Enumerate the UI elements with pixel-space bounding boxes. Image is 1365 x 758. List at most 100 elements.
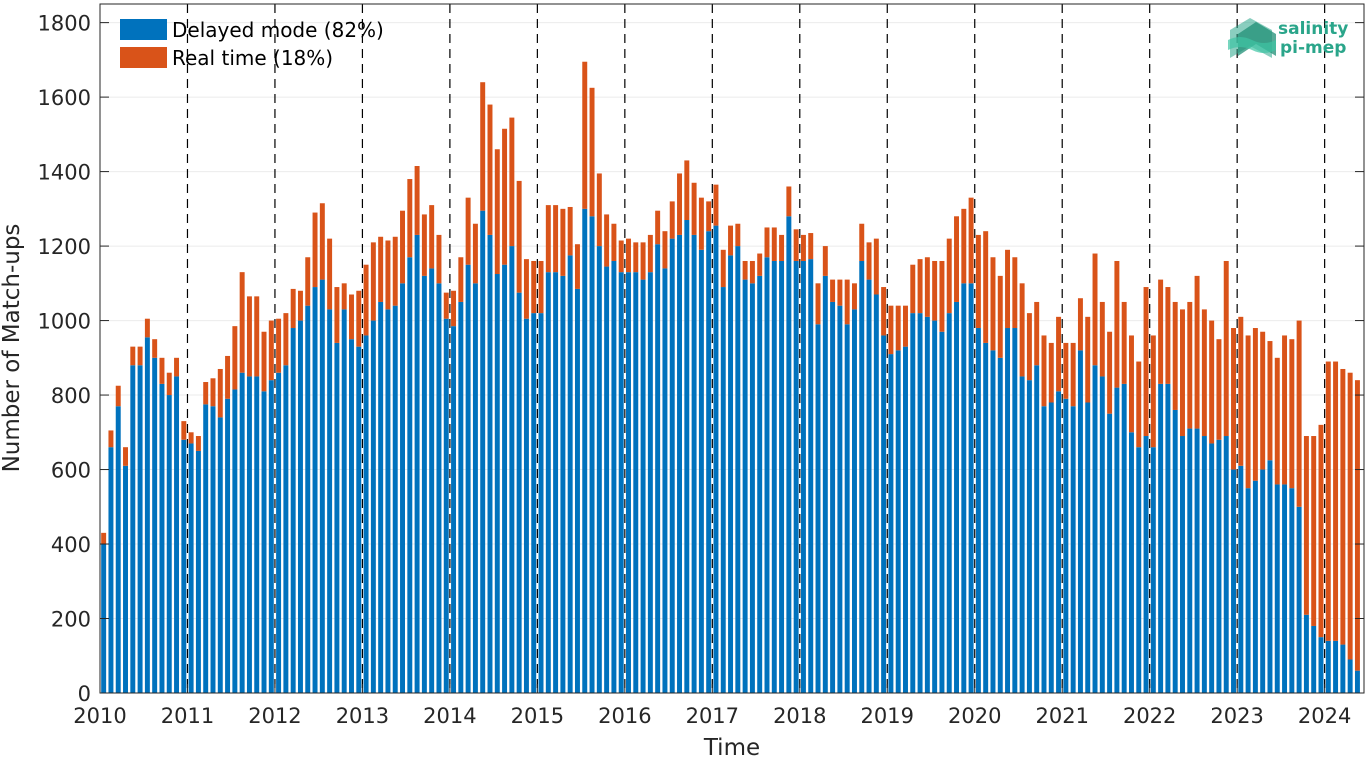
bar-real-time: [305, 257, 311, 306]
bar-real-time: [1296, 320, 1302, 507]
bar-delayed-mode: [888, 354, 894, 693]
bar-delayed-mode: [1347, 659, 1353, 693]
bar-delayed-mode: [990, 350, 996, 693]
bar-delayed-mode: [421, 275, 427, 693]
bar-delayed-mode: [859, 260, 865, 693]
x-tick-label: 2010: [73, 704, 126, 728]
bar-delayed-mode: [604, 266, 610, 693]
bar-delayed-mode: [735, 246, 741, 693]
bar-real-time: [742, 260, 748, 280]
bar-real-time: [115, 385, 121, 407]
bar-real-time: [633, 242, 639, 273]
bar-real-time: [545, 205, 551, 273]
bar-delayed-mode: [429, 268, 435, 693]
bar-real-time: [1107, 331, 1113, 414]
logo-text-salinity: salinity: [1278, 19, 1348, 39]
bar-real-time: [618, 240, 624, 273]
bar-delayed-mode: [487, 234, 493, 693]
bar-delayed-mode: [349, 339, 354, 693]
bar-real-time: [487, 104, 493, 235]
x-tick-label: 2017: [686, 704, 739, 728]
bar-delayed-mode: [903, 346, 908, 693]
bar-delayed-mode: [188, 443, 194, 693]
bar-real-time: [691, 182, 697, 235]
bar-delayed-mode: [611, 260, 617, 693]
bar-real-time: [1303, 436, 1309, 615]
bar-real-time: [509, 117, 515, 247]
bar-delayed-mode: [246, 376, 252, 693]
bar-real-time: [1216, 339, 1222, 440]
bar-delayed-mode: [268, 380, 274, 693]
bar-real-time: [1209, 320, 1215, 444]
bar-real-time: [815, 283, 821, 325]
bar-real-time: [735, 223, 741, 247]
y-tick-label: 800: [51, 384, 91, 408]
bar-real-time: [1165, 287, 1171, 384]
x-tick-label: 2020: [948, 704, 1001, 728]
bar-delayed-mode: [961, 283, 967, 693]
bar-real-time: [851, 283, 857, 310]
y-tick-label: 1200: [38, 235, 91, 259]
x-tick-label: 2019: [861, 704, 914, 728]
bar-real-time: [385, 240, 391, 310]
bar-real-time: [1260, 331, 1266, 470]
bar-real-time: [749, 260, 755, 284]
bar-delayed-mode: [640, 279, 646, 693]
bar-delayed-mode: [297, 320, 303, 693]
bar-delayed-mode: [1267, 460, 1273, 693]
bar-real-time: [837, 279, 843, 306]
bar-real-time: [1333, 361, 1339, 641]
bar-delayed-mode: [1172, 409, 1178, 693]
bar-real-time: [123, 447, 128, 466]
bar-delayed-mode: [1077, 350, 1083, 693]
bar-delayed-mode: [1238, 465, 1244, 693]
bar-real-time: [451, 290, 457, 327]
bar-real-time: [611, 223, 617, 261]
x-tick-label: 2011: [161, 704, 214, 728]
bar-real-time: [516, 180, 522, 293]
bar-delayed-mode: [706, 231, 712, 693]
bar-real-time: [319, 203, 325, 280]
bar-real-time: [1041, 335, 1047, 407]
bar-delayed-mode: [968, 283, 974, 693]
bar-delayed-mode: [502, 264, 508, 693]
bar-delayed-mode: [1260, 469, 1266, 693]
bar-delayed-mode: [1165, 383, 1171, 693]
bar-delayed-mode: [1180, 436, 1185, 693]
bar-real-time: [924, 257, 930, 317]
bar-delayed-mode: [553, 272, 559, 693]
bar-delayed-mode: [166, 395, 172, 693]
bar-real-time: [1034, 301, 1040, 366]
bar-real-time: [764, 227, 770, 258]
bar-delayed-mode: [174, 376, 180, 693]
bar-real-time: [1085, 316, 1091, 403]
bar-delayed-mode: [1231, 469, 1236, 693]
y-tick-label: 1400: [38, 161, 91, 185]
bar-delayed-mode: [822, 275, 828, 693]
bar-real-time: [1354, 380, 1360, 671]
bar-real-time: [1012, 257, 1018, 329]
bar-delayed-mode: [844, 324, 850, 693]
bar-delayed-mode: [115, 406, 121, 693]
bar-delayed-mode: [684, 220, 690, 693]
bar-delayed-mode: [356, 346, 362, 693]
bar-real-time: [195, 436, 201, 451]
bar-delayed-mode: [633, 272, 639, 693]
bars-layer: [101, 61, 1360, 694]
bar-real-time: [1099, 301, 1105, 377]
y-tick-label: 1600: [38, 86, 91, 110]
bar-delayed-mode: [436, 283, 442, 693]
bar-real-time: [1318, 424, 1324, 638]
bar-real-time: [531, 260, 537, 314]
bar-delayed-mode: [713, 225, 719, 693]
bar-delayed-mode: [1063, 398, 1069, 693]
bar-real-time: [429, 205, 435, 269]
bar-delayed-mode: [655, 244, 661, 693]
bar-delayed-mode: [560, 275, 566, 693]
bar-delayed-mode: [757, 275, 763, 693]
bar-delayed-mode: [210, 406, 216, 693]
bar-delayed-mode: [181, 439, 187, 693]
bar-real-time: [268, 320, 274, 381]
bar-delayed-mode: [1070, 406, 1076, 693]
bar-real-time: [866, 242, 872, 280]
